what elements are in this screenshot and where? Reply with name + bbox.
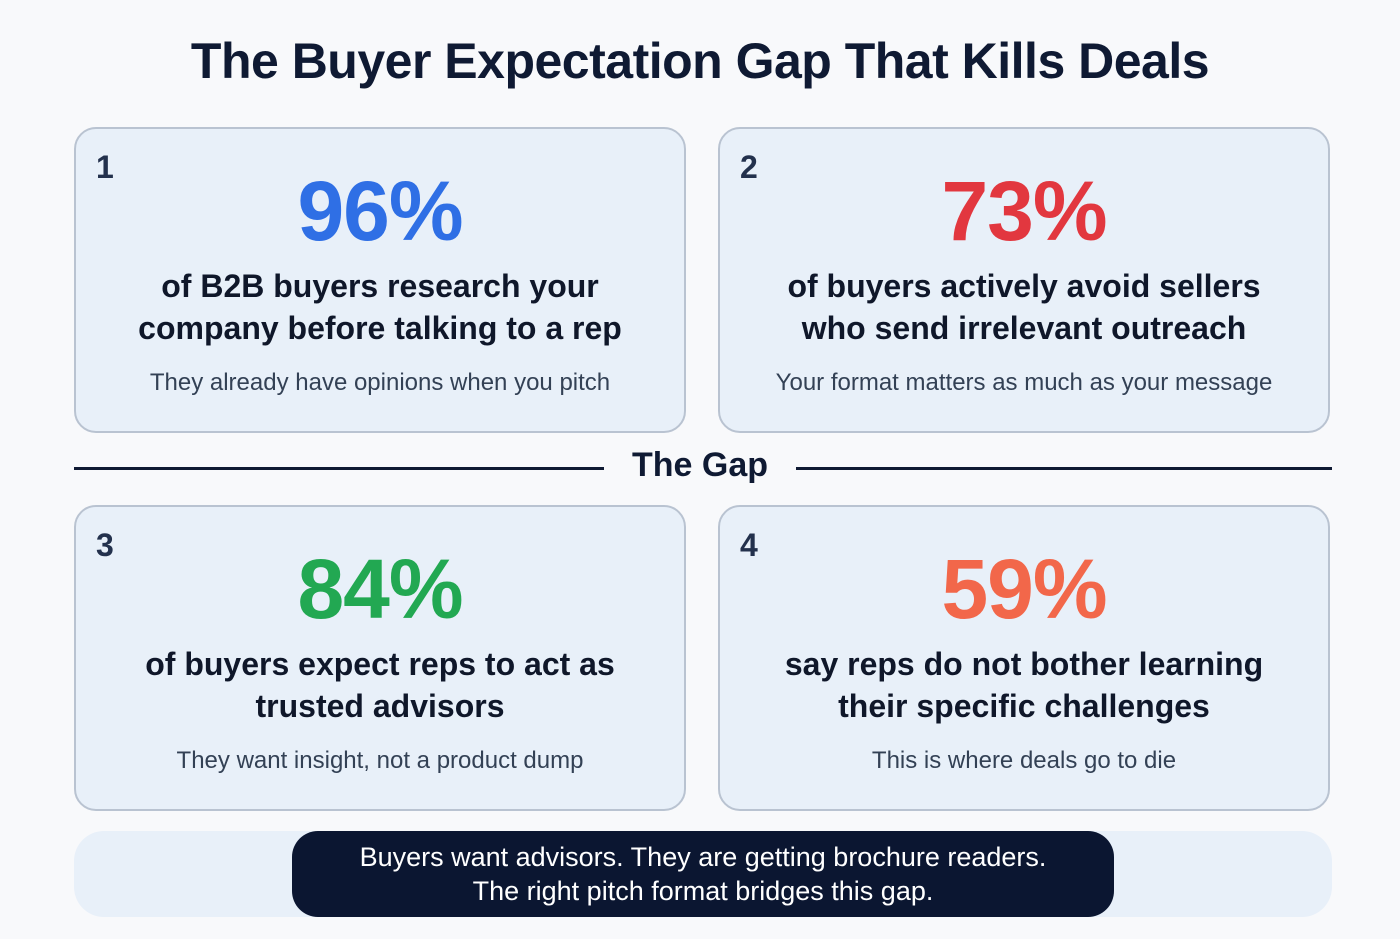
stat-value: 84% [297,542,463,636]
stat-subtext: They already have opinions when you pitc… [149,369,611,396]
stat-headline: of buyers actively avoid sellers who sen… [720,265,1328,349]
footer-line-2: The right pitch format bridges this gap. [472,876,934,906]
card-number: 4 [740,527,758,563]
stat-headline: of buyers expect reps to act as trusted … [76,643,684,727]
page-title: The Buyer Expectation Gap That Kills Dea… [190,33,1210,89]
card-number: 2 [740,149,758,185]
headline-line: company before talking to a rep [138,310,622,346]
divider-line-right [796,467,1332,470]
stat-card-1: 1 96% of B2B buyers research your compan… [74,127,686,433]
stat-value: 96% [297,164,463,258]
card-number: 1 [96,149,114,185]
divider-line-left [74,467,604,470]
stat-value: 59% [941,542,1107,636]
stat-card-2: 2 73% of buyers actively avoid sellers w… [718,127,1330,433]
headline-line: trusted advisors [255,688,505,724]
card-number: 3 [96,527,114,563]
gap-divider: The Gap [74,446,1332,492]
stat-subtext: They want insight, not a product dump [176,747,584,774]
headline-line: who send irrelevant outreach [801,310,1247,346]
headline-line: of B2B buyers research your [161,268,599,304]
divider-label: The Gap [631,446,769,484]
stat-subtext: This is where deals go to die [871,747,1177,774]
headline-line: say reps do not bother learning [784,646,1264,682]
stat-subtext: Your format matters as much as your mess… [775,369,1273,396]
stat-headline: say reps do not bother learning their sp… [720,643,1328,727]
stat-card-4: 4 59% say reps do not bother learning th… [718,505,1330,811]
stat-headline: of B2B buyers research your company befo… [76,265,684,349]
headline-line: their specific challenges [838,688,1210,724]
headline-line: of buyers expect reps to act as [145,646,615,682]
headline-line: of buyers actively avoid sellers [787,268,1261,304]
stat-card-3: 3 84% of buyers expect reps to act as tr… [74,505,686,811]
footer-line-1: Buyers want advisors. They are getting b… [359,842,1047,872]
stat-value: 73% [941,164,1107,258]
footer-callout: Buyers want advisors. They are getting b… [292,831,1114,917]
